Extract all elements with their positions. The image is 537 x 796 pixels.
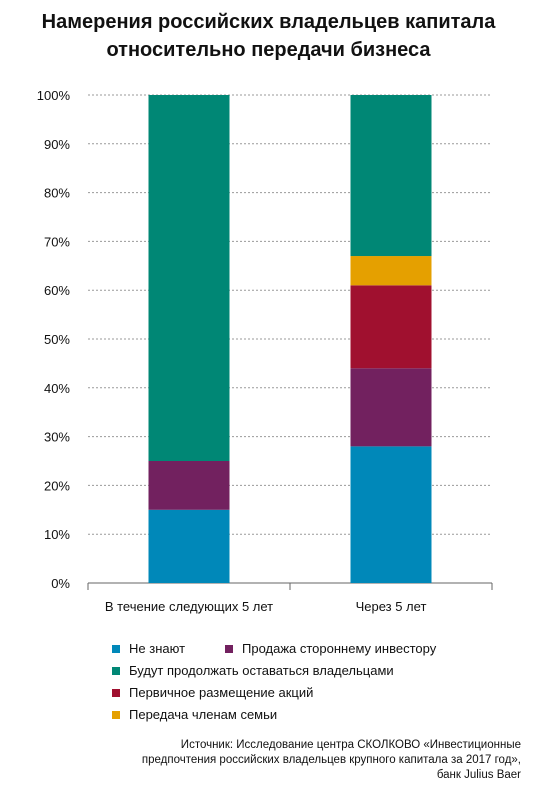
y-tick-label: 50% [44, 332, 70, 347]
chart-title: Намерения российских владельцев капитала… [0, 8, 537, 64]
legend-item-sale: Продажа стороннему инвестору [225, 641, 436, 656]
legend-label-continue: Будут продолжать оставаться владельцами [129, 663, 394, 678]
y-tick-label: 10% [44, 527, 70, 542]
legend-item-dont-know: Не знают [112, 641, 185, 656]
y-tick-label: 0% [51, 576, 70, 591]
bar-segment-dont_know [148, 509, 230, 583]
chart-title-line-2: относительно передачи бизнеса [106, 39, 431, 61]
legend-item-continue: Будут продолжать оставаться владельцами [112, 663, 394, 678]
legend-swatch-dont-know [112, 644, 120, 653]
legend-swatch-family [112, 710, 120, 719]
legend-swatch-ipo [112, 688, 120, 697]
legend-item-family: Передача членам семьи [112, 707, 277, 722]
bar-segment-sale [350, 368, 432, 447]
source-line-1: Источник: Исследование центра СКОЛКОВО «… [180, 739, 521, 751]
legend-label-sale: Продажа стороннему инвестору [242, 641, 437, 656]
x-tick-label: В течение следующих 5 лет [105, 599, 273, 614]
bar-segment-family [350, 256, 432, 286]
source-line-2: предпочтения российских владельцев крупн… [141, 754, 521, 766]
y-tick-label: 20% [44, 478, 70, 493]
chart-title-line-1: Намерения российских владельцев капитала [41, 11, 496, 33]
bar-segment-sale [148, 461, 230, 510]
y-tick-label: 100% [37, 88, 71, 103]
y-tick-label: 70% [44, 234, 70, 249]
y-tick-label: 30% [44, 430, 70, 445]
legend-item-ipo: Первичное размещение акций [112, 685, 313, 700]
legend-label-ipo: Первичное размещение акций [129, 685, 314, 700]
source-line-3: банк Julius Baer [436, 769, 521, 781]
legend-swatch-continue [112, 666, 120, 675]
source-note: Источник: Исследование центра СКОЛКОВО «… [81, 738, 521, 783]
legend-swatch-sale [225, 644, 233, 653]
y-tick-label: 80% [44, 186, 70, 201]
x-tick-label: Через 5 лет [356, 599, 427, 614]
bar-segment-ipo [350, 285, 432, 369]
legend-label-family: Передача членам семьи [129, 707, 278, 722]
bar-segment-dont_know [350, 446, 432, 583]
y-tick-label: 90% [44, 137, 70, 152]
bar-segment-continue [148, 95, 230, 461]
stacked-bar-chart: 0% 10% 20% 30% 40% 50% 60% 70% 80% 90% 100% В течен… [37, 88, 493, 614]
y-tick-label: 60% [44, 283, 70, 298]
legend-label-dont-know: Не знают [129, 641, 186, 656]
y-tick-label: 40% [44, 381, 70, 396]
bar-segment-continue [350, 95, 432, 257]
